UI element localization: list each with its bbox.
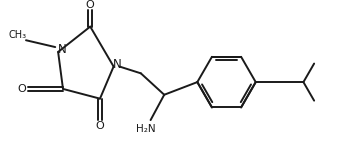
Text: CH₃: CH₃ [8,30,26,40]
Text: N: N [113,58,122,71]
Text: O: O [86,0,95,10]
Text: O: O [96,121,104,131]
Text: N: N [58,42,66,55]
Text: O: O [18,84,27,94]
Text: H₂N: H₂N [136,124,156,134]
